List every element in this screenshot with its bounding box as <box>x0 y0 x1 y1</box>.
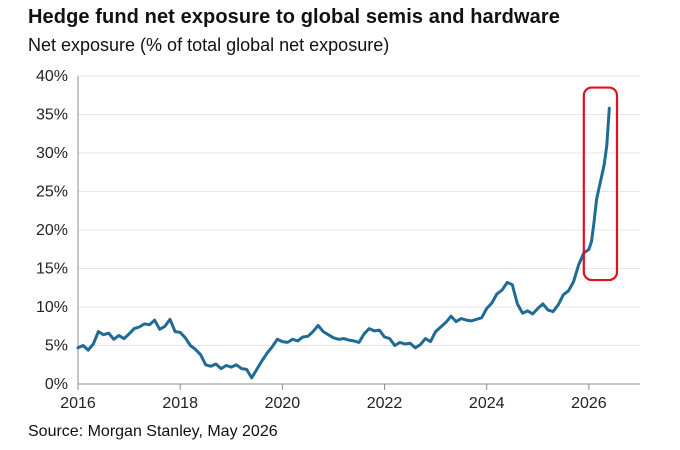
chart-title: Hedge fund net exposure to global semis … <box>28 6 560 28</box>
y-tick-label: 40% <box>36 68 68 85</box>
annotation-layer <box>582 86 619 282</box>
y-tick-label: 30% <box>36 145 68 162</box>
highlight-box <box>582 86 619 282</box>
y-tick-label: 5% <box>45 338 68 355</box>
gridlines <box>78 75 640 346</box>
source-note: Source: Morgan Stanley, May 2026 <box>28 423 278 440</box>
y-tick-label: 0% <box>45 376 68 393</box>
y-tick-label: 25% <box>36 184 68 201</box>
series-layer <box>76 106 611 380</box>
x-tick-label: 2018 <box>162 395 198 412</box>
series-line <box>76 106 611 380</box>
x-tick-label: 2024 <box>469 395 505 412</box>
y-tick-label: 35% <box>36 107 68 124</box>
axes <box>77 76 640 390</box>
y-tick-label: 20% <box>36 222 68 239</box>
y-tick-label: 10% <box>36 299 68 316</box>
x-tick-label: 2022 <box>367 395 403 412</box>
x-tick-label: 2016 <box>60 395 96 412</box>
tick-labels: 0% 5% 10% 15% 20% 25% 30% 35% 40% 2016 2018 2020 202… <box>36 68 607 412</box>
x-tick-label: 2020 <box>265 395 301 412</box>
y-tick-label: 15% <box>36 261 68 278</box>
chart-subtitle: Net exposure (% of total global net expo… <box>28 35 390 55</box>
x-tick-label: 2026 <box>571 395 607 412</box>
